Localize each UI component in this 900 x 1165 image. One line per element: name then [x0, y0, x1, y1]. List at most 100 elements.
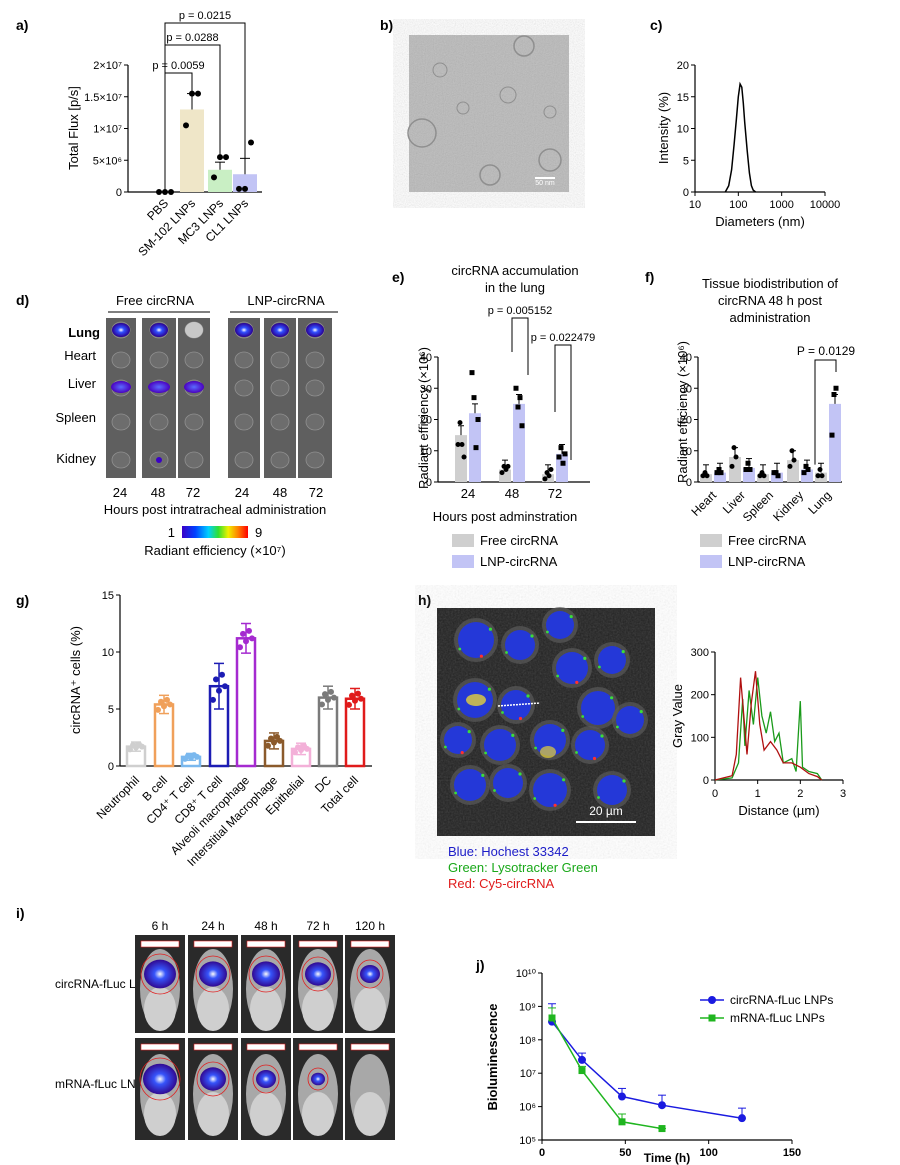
roi-label [193, 1043, 233, 1051]
lysosome-dot [467, 730, 471, 734]
e-data-point [517, 395, 523, 401]
g-y-tick-label: 5 [108, 704, 114, 716]
mouse-abdomen [354, 1092, 386, 1136]
organ-outline [270, 413, 290, 431]
lysosome-dot [639, 710, 643, 714]
panel-j-chart: 10⁵ 10⁶ 10⁷ 10⁸ 10⁹ 10¹⁰ 0 50 100 150 Bioluminesce… [485, 968, 833, 1165]
roi-label [246, 1043, 286, 1051]
lysosome-dot [518, 772, 522, 776]
panel-letter-h: h) [418, 592, 431, 608]
e-data-point [475, 417, 481, 422]
f-bar [787, 460, 799, 482]
f-data-point [761, 473, 767, 479]
bioluminescence-signal [144, 959, 176, 989]
e-p1-label: p = 0.005152 [488, 305, 553, 317]
i-time-48h: 48 h [254, 919, 277, 933]
h-legend-green: Green: Lysotracker Green [448, 860, 598, 875]
a-data-point [236, 185, 242, 192]
g-data-point [319, 701, 325, 708]
roi-label [140, 940, 180, 948]
e-x-label: 48 [505, 486, 519, 501]
group-label-lnp: LNP-circRNA [247, 293, 325, 308]
g-bar [235, 637, 257, 768]
f-data-point [805, 467, 811, 472]
f-data-point [791, 457, 797, 463]
panel-h-confocal-image: 20 µm Blue: Hochest 33342 Green: Lysotra… [437, 607, 655, 891]
h-x-tick-label: 0 [712, 788, 718, 800]
organ-label-kidney: Kidney [56, 451, 96, 466]
g-y-tick-label: 10 [102, 647, 114, 659]
lysosome-dot [616, 725, 619, 729]
group-label-free: Free circRNA [116, 293, 194, 308]
f-bar [700, 474, 712, 482]
f-data-point [829, 432, 835, 438]
g-data-point [328, 688, 334, 695]
panel-letter-j: j) [475, 957, 485, 973]
cell-nucleus [484, 729, 516, 761]
a-y-tick-label: 0 [116, 187, 122, 199]
j-data-point [738, 1114, 746, 1123]
j-x-tick-label: 50 [619, 1147, 631, 1159]
lysosome-dot [622, 779, 626, 783]
panel-letter-d: d) [16, 292, 29, 308]
lysosome-dot [487, 687, 491, 691]
g-data-point [346, 701, 352, 708]
e-data-point [471, 395, 477, 401]
organ-outline [270, 451, 290, 469]
organ-tile [264, 318, 296, 478]
roi-circle [140, 953, 180, 995]
f-y-tick-label: 10 [680, 446, 692, 458]
c-y-tick-label: 10 [677, 124, 689, 136]
e-x-label: 72 [548, 486, 562, 501]
g-data-point [265, 742, 271, 749]
cell-nucleus [454, 769, 486, 801]
i-time-6h: 6 h [152, 919, 169, 933]
circrna-dot [460, 751, 464, 755]
panel-e-chart: 0 10 20 30 40 24 48 72 circRNA accumulation in th… [416, 263, 595, 524]
g-data-point [271, 739, 277, 746]
e-data-point [455, 442, 461, 447]
a-y-tick-label: 1.5×10⁷ [84, 92, 122, 104]
lysosome-dot [581, 715, 585, 718]
j-data-point [618, 1118, 626, 1126]
lung-signal [112, 323, 130, 337]
f-data-point [747, 467, 753, 472]
lysosome-dot [511, 733, 515, 738]
h-x-tick-label: 3 [840, 788, 846, 800]
h-ylabel: Gray Value [670, 684, 685, 748]
f-p-bracket [814, 359, 837, 465]
f-data-point [731, 445, 737, 451]
cell-nucleus [493, 768, 523, 798]
circrna-dot [518, 716, 523, 721]
bioluminescence-signal [256, 1070, 276, 1088]
g-data-point [352, 697, 358, 704]
organ-tile [106, 318, 136, 478]
c-x-tick-label: 1000 [769, 199, 793, 211]
j-y-tick-label: 10⁵ [519, 1135, 536, 1147]
c-y-tick-label: 0 [683, 187, 689, 199]
cell-nucleus [533, 773, 567, 807]
f-data-point [729, 463, 735, 469]
legend-f: Free circRNA LNP-circRNA [700, 533, 806, 569]
c-ylabel: Intensity (%) [656, 92, 671, 164]
h-x-tick-label: 1 [755, 788, 761, 800]
i-time-120h: 120 h [355, 919, 385, 933]
kidney-signal [156, 457, 162, 463]
e-data-point [548, 467, 554, 472]
g-data-point [325, 696, 331, 703]
cell-nucleus [598, 646, 626, 674]
i-row2-label: mRNA-fLuc LNPs [55, 1077, 150, 1091]
f-y-tick-label: 30 [680, 383, 692, 395]
cell-nucleus [616, 706, 644, 734]
lysosome-dot [444, 745, 447, 749]
e-data-point [515, 404, 521, 410]
f-y-tick-label: 20 [680, 415, 692, 427]
panel-letter-c: c) [650, 17, 662, 33]
e-data-point [499, 470, 505, 476]
organ-outline [234, 351, 254, 369]
bioluminescence-signal [199, 961, 227, 987]
roi-label [350, 1043, 390, 1051]
roi-label [350, 940, 390, 948]
lysosome-dot [481, 773, 485, 778]
